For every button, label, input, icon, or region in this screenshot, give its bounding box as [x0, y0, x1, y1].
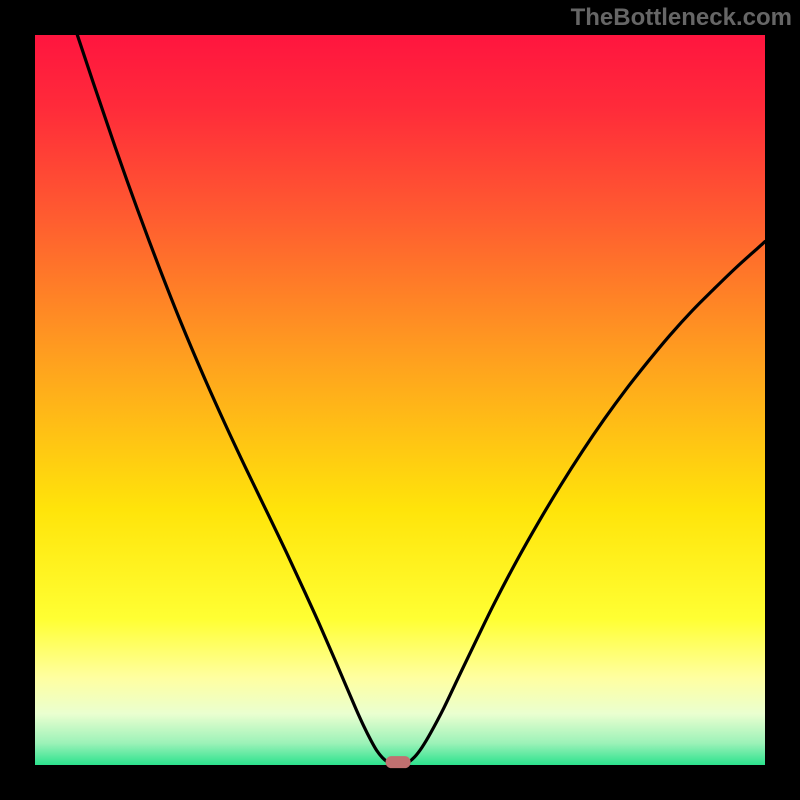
- curve-svg: [35, 35, 765, 765]
- bottleneck-curve: [77, 35, 765, 765]
- chart-root: TheBottleneck.com: [0, 0, 800, 800]
- watermark-text: TheBottleneck.com: [571, 4, 792, 32]
- minimum-marker: [385, 756, 410, 768]
